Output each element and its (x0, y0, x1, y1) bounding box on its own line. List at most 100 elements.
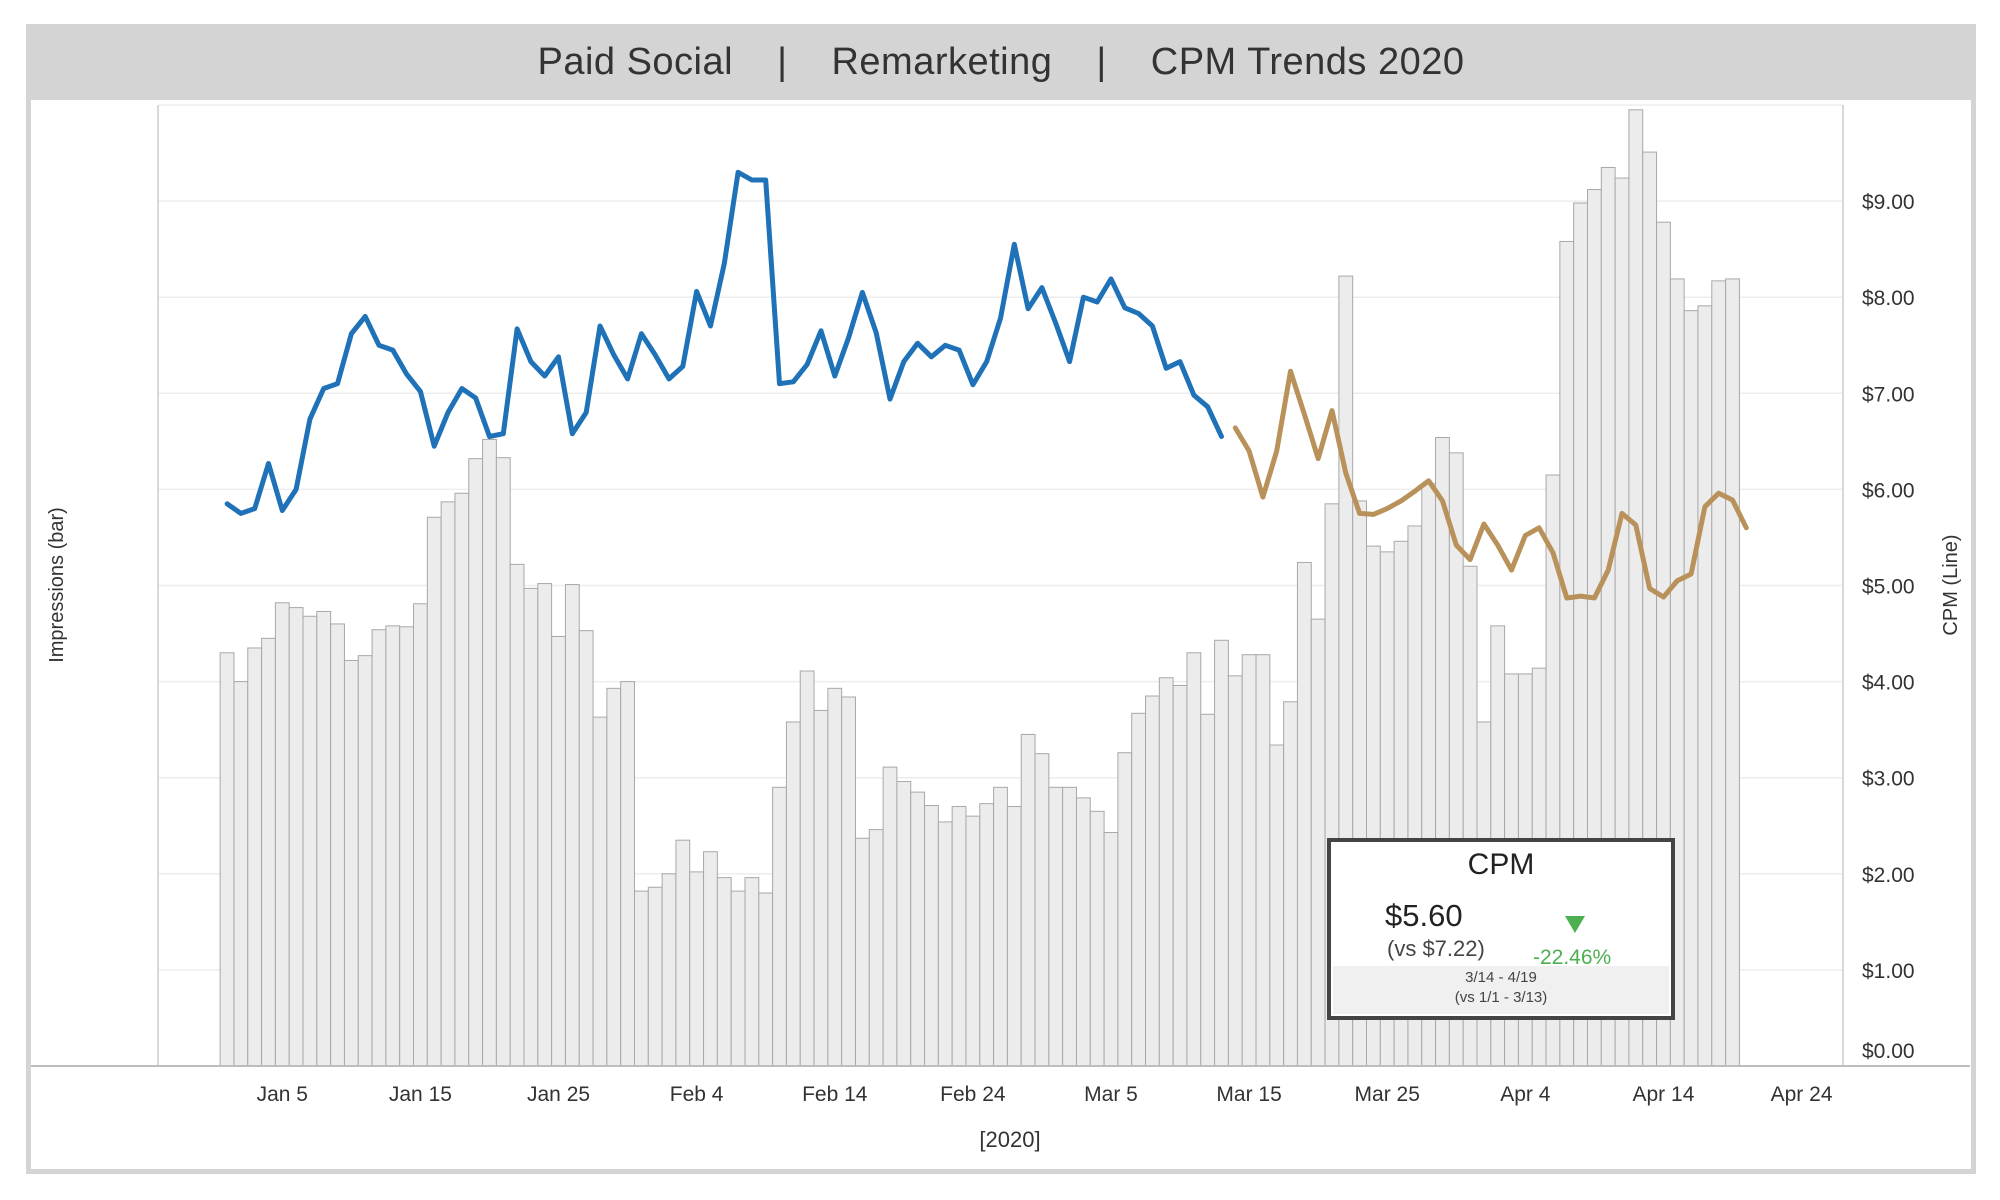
impression-bar (1241, 654, 1257, 1067)
impression-bar (868, 829, 884, 1067)
y-axis-right-tick-label: $0.00 (1862, 1040, 1915, 1063)
impression-bar (1158, 677, 1174, 1067)
impression-bar (924, 805, 939, 1067)
y-axis-left-label: Impressions (bar) (46, 507, 68, 663)
impression-bar (261, 637, 276, 1067)
impression-bar (1062, 786, 1077, 1067)
impression-bar (841, 696, 856, 1067)
impression-bar (343, 659, 359, 1067)
impression-bar (551, 635, 566, 1067)
impression-bar (606, 687, 622, 1067)
cpm-line-pre-period (224, 169, 1224, 516)
header-segment-report: CPM Trends 2020 (1150, 40, 1465, 83)
impression-bar (854, 837, 870, 1067)
impression-bar (1131, 712, 1147, 1067)
header-segment-channel: Paid Social (537, 40, 734, 83)
impression-bar (910, 791, 926, 1067)
impression-bar (1283, 701, 1298, 1067)
y-axis-right-tick-label: $8.00 (1862, 287, 1915, 310)
impression-bar (1310, 618, 1326, 1067)
impression-bar (716, 877, 732, 1067)
impression-bar (274, 602, 290, 1067)
x-axis-label: [2020] (979, 1127, 1040, 1152)
impression-bar (564, 584, 580, 1067)
impression-bar (509, 563, 525, 1067)
impression-bar (1075, 797, 1091, 1067)
impression-bar (758, 892, 774, 1067)
impression-bar (523, 587, 539, 1067)
y-axis-right-tick-label: $2.00 (1862, 864, 1915, 887)
impression-bar (703, 851, 718, 1067)
impression-bar (1200, 713, 1216, 1067)
x-axis-tick-label: Jan 25 (527, 1083, 590, 1106)
card-compare-value: (vs $7.22) (1387, 936, 1485, 961)
impression-bar (454, 492, 470, 1067)
y-axis-right-tick-label: $7.00 (1862, 383, 1915, 406)
impression-bar (482, 438, 497, 1067)
card-change-percent: -22.46% (1533, 946, 1612, 969)
impression-bar (744, 877, 760, 1067)
impression-bar (827, 687, 843, 1067)
card-period-footer: 3/14 - 4/19 (vs 1/1 - 3/13) (1333, 966, 1669, 1014)
header-segment-campaign: Remarketing (831, 40, 1053, 83)
x-axis-tick-label: Jan 5 (257, 1083, 308, 1106)
impression-bar (537, 583, 553, 1067)
y-axis-right-tick-label: $6.00 (1862, 479, 1915, 502)
impression-bar (1006, 806, 1022, 1067)
y-axis-right-tick-label: $3.00 (1862, 768, 1915, 791)
cpm-lines (224, 169, 1749, 601)
impression-bar (440, 501, 456, 1067)
impression-bar (785, 721, 801, 1067)
impression-bar (799, 670, 815, 1067)
x-axis-tick-label: Mar 25 (1355, 1083, 1420, 1106)
x-axis-tick-label: Feb 24 (940, 1083, 1006, 1106)
header-separator: | (1096, 40, 1107, 83)
impression-bar (1020, 733, 1036, 1067)
impression-bar (1048, 786, 1064, 1067)
impression-bar (647, 886, 663, 1067)
cpm-summary-card: CPM $5.60 (vs $7.22) -22.46% 3/14 - 4/19… (1327, 838, 1675, 1020)
impression-bar (219, 652, 235, 1067)
impression-bar (1697, 305, 1713, 1067)
y-axis-right-tick-label: $9.00 (1862, 191, 1915, 214)
chart-header: Paid Social | Remarketing | CPM Trends 2… (26, 24, 1976, 100)
header-separator: | (777, 40, 788, 83)
impression-bar (1227, 675, 1243, 1067)
x-axis-tick-label: Feb 14 (802, 1083, 868, 1106)
impression-bar (468, 458, 484, 1067)
impression-bar (385, 625, 401, 1067)
impression-bar (1711, 280, 1727, 1067)
impression-bar (675, 839, 691, 1067)
impression-bar (813, 709, 829, 1067)
impression-bar (1725, 278, 1740, 1067)
impression-bar (592, 716, 608, 1067)
y-axis-right-label: CPM (Line) (1940, 534, 1962, 635)
impression-bar (288, 607, 304, 1067)
impression-bar (426, 516, 442, 1067)
impression-bar (965, 815, 981, 1067)
x-axis-tick-label: Apr 4 (1500, 1083, 1551, 1106)
impression-bar (993, 786, 1008, 1067)
impression-bar (1255, 654, 1271, 1067)
impression-bar (330, 623, 345, 1067)
impression-bar (896, 781, 912, 1067)
impression-bar (620, 681, 635, 1067)
impression-bar (882, 766, 898, 1067)
x-axis-tick-label: Apr 24 (1771, 1083, 1833, 1106)
impression-bar (730, 890, 746, 1067)
impression-bar (357, 655, 373, 1067)
impression-bar (1034, 753, 1050, 1067)
impression-bar (1269, 744, 1285, 1067)
card-period: 3/14 - 4/19 (1465, 969, 1537, 986)
impression-bar (772, 786, 787, 1067)
x-axis-tick-label: Mar 15 (1216, 1083, 1281, 1106)
impression-bar (399, 626, 415, 1067)
impression-bar (937, 821, 953, 1067)
card-compare-period: (vs 1/1 - 3/13) (1454, 989, 1548, 1006)
impression-bar (302, 615, 318, 1067)
impression-bar (979, 803, 995, 1067)
impression-bar (1089, 810, 1105, 1067)
impression-bar (1214, 639, 1229, 1067)
axes: $0.00 $1.00 $2.00 $3.00 $4.00 $5.00 $6.00 $7.00… (31, 105, 1970, 1106)
